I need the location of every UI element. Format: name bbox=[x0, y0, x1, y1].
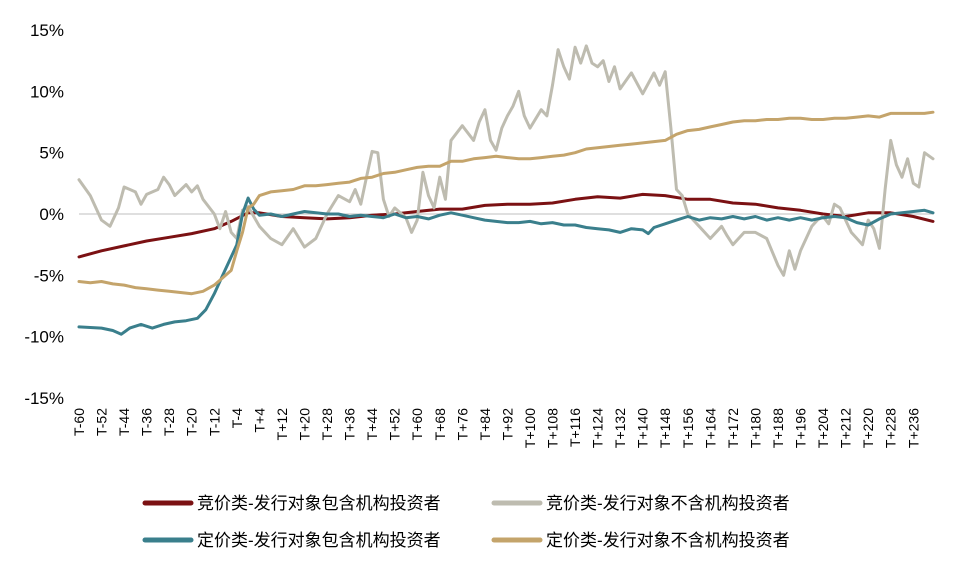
x-tick-label: T-12 bbox=[206, 408, 222, 436]
y-tick-label: 10% bbox=[30, 82, 64, 101]
x-tick-label: T+212 bbox=[838, 408, 854, 448]
x-tick-label: T+204 bbox=[815, 408, 831, 448]
y-axis-ticks: 15% 10% 5% 0% -5% -10% -15% bbox=[24, 21, 64, 408]
x-tick-label: T+20 bbox=[296, 408, 312, 441]
x-tick-label: T-60 bbox=[71, 408, 87, 436]
series-line-1 bbox=[77, 192, 935, 259]
x-tick-label: T-4 bbox=[229, 408, 245, 428]
x-tick-label: T+100 bbox=[522, 408, 538, 448]
x-tick-label: T+36 bbox=[342, 408, 358, 441]
x-tick-label: T+28 bbox=[319, 408, 335, 441]
legend-label: 竞价类-发行对象包含机构投资者 bbox=[197, 494, 441, 513]
x-tick-label: T+220 bbox=[860, 408, 876, 448]
x-tick-label: T+68 bbox=[432, 408, 448, 441]
x-tick-label: T+12 bbox=[274, 408, 290, 441]
x-tick-label: T+196 bbox=[793, 408, 809, 448]
x-tick-label: T-36 bbox=[139, 408, 155, 436]
y-tick-label: 15% bbox=[30, 21, 64, 40]
x-tick-label: T+52 bbox=[387, 408, 403, 441]
x-tick-label: T+44 bbox=[364, 408, 380, 441]
x-tick-label: T+188 bbox=[770, 408, 786, 448]
x-tick-label: T+76 bbox=[454, 408, 470, 441]
legend-label: 竞价类-发行对象不含机构投资者 bbox=[546, 494, 790, 513]
legend-label: 定价类-发行对象不含机构投资者 bbox=[546, 531, 790, 550]
y-tick-label: 0% bbox=[39, 205, 64, 224]
series-lines bbox=[77, 44, 935, 336]
x-tick-label: T+164 bbox=[702, 408, 718, 448]
y-tick-label: -5% bbox=[34, 266, 64, 285]
series-line-4 bbox=[77, 110, 935, 296]
series-line-2 bbox=[77, 44, 935, 277]
x-tick-label: T+92 bbox=[499, 408, 515, 441]
x-tick-label: T-52 bbox=[94, 408, 110, 436]
x-tick-label: T+140 bbox=[635, 408, 651, 448]
x-tick-label: T-44 bbox=[116, 408, 132, 436]
x-tick-label: T+228 bbox=[883, 408, 899, 448]
y-tick-label: -10% bbox=[24, 328, 64, 347]
y-tick-label: 5% bbox=[39, 144, 64, 163]
x-tick-label: T-20 bbox=[184, 408, 200, 436]
x-tick-label: T+108 bbox=[545, 408, 561, 448]
x-tick-label: T+148 bbox=[657, 408, 673, 448]
series-line-3 bbox=[77, 196, 935, 336]
x-tick-label: T+132 bbox=[612, 408, 628, 448]
legend: 竞价类-发行对象包含机构投资者 竞价类-发行对象不含机构投资者定价类-发行对象包含… bbox=[142, 494, 790, 550]
x-tick-label: T+60 bbox=[409, 408, 425, 441]
legend-label: 定价类-发行对象包含机构投资者 bbox=[197, 531, 441, 550]
x-tick-label: T+4 bbox=[251, 408, 267, 433]
x-tick-label: T-28 bbox=[161, 408, 177, 436]
x-tick-label: T+180 bbox=[747, 408, 763, 448]
x-tick-label: T+156 bbox=[680, 408, 696, 448]
y-tick-label: -15% bbox=[24, 389, 64, 408]
x-tick-label: T+124 bbox=[590, 408, 606, 448]
x-tick-label: T+84 bbox=[477, 408, 493, 441]
x-axis-ticks: T-60 T-52 T-44 T-36 T-28 T-20 T-12 T-4 T+4 T+12 T+… bbox=[71, 408, 921, 448]
x-tick-label: T+172 bbox=[725, 408, 741, 448]
x-tick-label: T+236 bbox=[905, 408, 921, 448]
x-tick-label: T+116 bbox=[567, 408, 583, 447]
